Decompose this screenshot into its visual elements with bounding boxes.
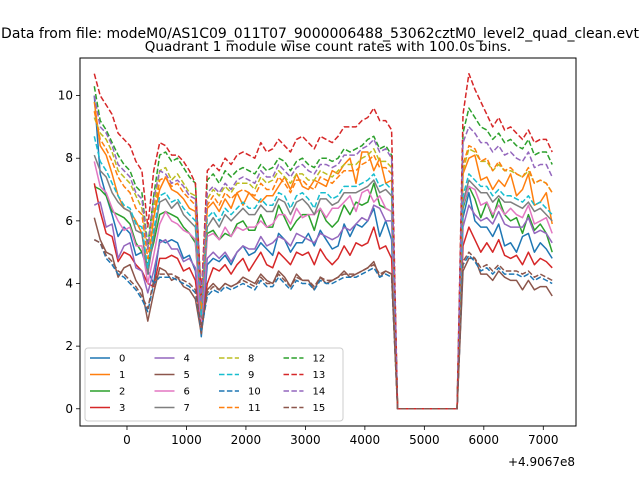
series-line-12: [93, 86, 553, 410]
legend-label: 6: [184, 387, 190, 398]
plot-lines: [93, 72, 553, 410]
x-axis: 0 1000 2000 3000 4000 5000 6000 7000: [123, 426, 559, 447]
legend-label: 12: [313, 354, 326, 365]
series-line-7: [93, 154, 553, 410]
legend-label: 11: [248, 403, 261, 414]
legend-label: 1: [119, 370, 125, 381]
y-axis: 0 2 4 6 8 10: [58, 89, 80, 416]
series-line-9: [93, 136, 553, 410]
x-tick-label: 4000: [350, 433, 381, 447]
legend-label: 7: [184, 403, 190, 414]
x-tick-label: 1000: [171, 433, 202, 447]
series-line-15: [93, 239, 553, 410]
legend-box: [84, 347, 344, 422]
y-tick-label: 0: [65, 402, 73, 416]
legend-label: 9: [248, 370, 254, 381]
legend-label: 5: [184, 370, 190, 381]
legend-label: 8: [248, 354, 254, 365]
legend-label: 3: [119, 403, 125, 414]
legend-label: 10: [248, 387, 261, 398]
series-line-14: [93, 95, 553, 410]
chart-title: Quadrant 1 module wise count rates with …: [145, 39, 511, 55]
series-line-6: [93, 161, 553, 410]
x-tick-label: 2000: [231, 433, 262, 447]
series-line-3: [93, 183, 553, 410]
series-line-4: [93, 201, 553, 410]
series-line-11: [93, 111, 553, 410]
x-tick-label: 0: [123, 433, 131, 447]
series-line-10: [93, 239, 553, 410]
series-line-13: [93, 72, 553, 410]
y-tick-label: 10: [58, 89, 73, 103]
x-tick-label: 6000: [469, 433, 500, 447]
y-tick-label: 2: [65, 339, 73, 353]
x-offset-label: +4.9067e8: [508, 455, 575, 469]
y-tick-label: 4: [65, 276, 73, 290]
legend-label: 14: [313, 387, 326, 398]
series-line-8: [93, 117, 553, 410]
legend-label: 0: [119, 354, 125, 365]
series-line-1: [93, 101, 553, 410]
y-tick-label: 8: [65, 151, 73, 165]
chart-suptitle: Data from file: modeM0/AS1C09_011T07_900…: [1, 26, 639, 42]
plot-frame: [79, 57, 577, 427]
y-tick-label: 6: [65, 214, 73, 228]
legend-label: 4: [184, 354, 190, 365]
x-tick-label: 3000: [290, 433, 321, 447]
x-tick-label: 5000: [409, 433, 440, 447]
legend-label: 13: [313, 370, 326, 381]
legend-label: 15: [313, 403, 326, 414]
series-line-2: [93, 182, 553, 410]
legend-label: 2: [119, 387, 125, 398]
x-tick-label: 7000: [528, 433, 559, 447]
